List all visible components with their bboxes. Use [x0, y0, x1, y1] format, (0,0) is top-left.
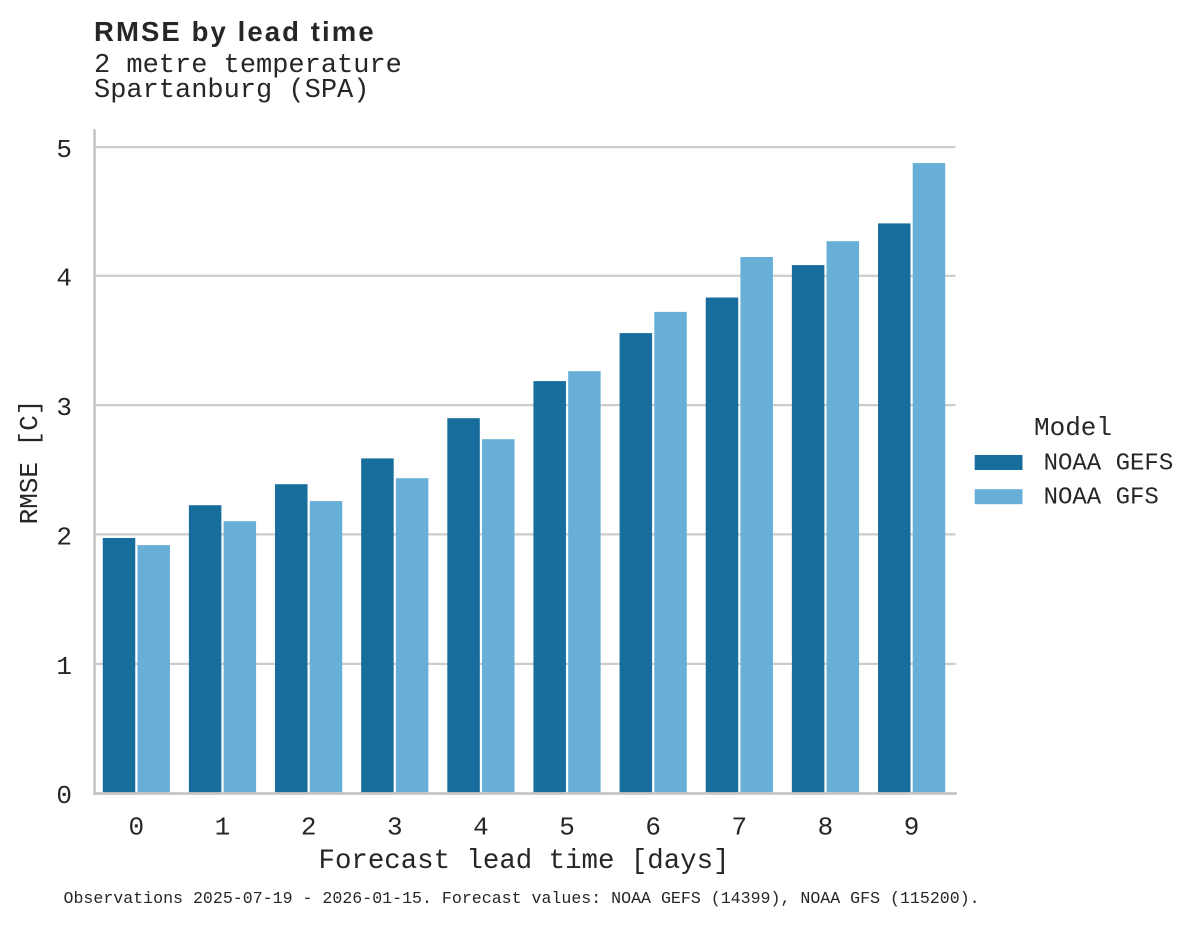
svg-text:Spartanburg (SPA): Spartanburg (SPA): [94, 76, 369, 106]
svg-text:1: 1: [56, 652, 72, 682]
svg-text:3: 3: [387, 813, 403, 843]
svg-text:0: 0: [56, 781, 72, 811]
svg-text:5: 5: [559, 813, 575, 843]
svg-text:3: 3: [56, 393, 72, 423]
svg-text:1: 1: [215, 813, 231, 843]
svg-text:0: 0: [129, 813, 145, 843]
svg-text:5: 5: [56, 135, 72, 165]
svg-text:9: 9: [904, 813, 920, 843]
svg-text:2: 2: [56, 522, 72, 552]
svg-text:7: 7: [732, 813, 748, 843]
svg-text:4: 4: [473, 813, 489, 843]
svg-text:RMSE [C]: RMSE [C]: [15, 400, 45, 525]
svg-text:NOAA GEFS: NOAA GEFS: [1044, 451, 1174, 478]
svg-text:Forecast lead time [days]: Forecast lead time [days]: [319, 846, 730, 877]
svg-text:NOAA GFS: NOAA GFS: [1044, 485, 1159, 512]
svg-text:RMSE by lead time: RMSE by lead time: [94, 16, 376, 47]
svg-text:Observations 2025-07-19 - 2026: Observations 2025-07-19 - 2026-01-15. Fo…: [64, 889, 980, 908]
svg-text:2: 2: [301, 813, 317, 843]
svg-text:2 metre temperature: 2 metre temperature: [94, 51, 402, 81]
svg-text:8: 8: [818, 813, 834, 843]
svg-text:Model: Model: [1034, 413, 1112, 443]
svg-text:4: 4: [56, 264, 72, 294]
svg-text:6: 6: [645, 813, 661, 843]
